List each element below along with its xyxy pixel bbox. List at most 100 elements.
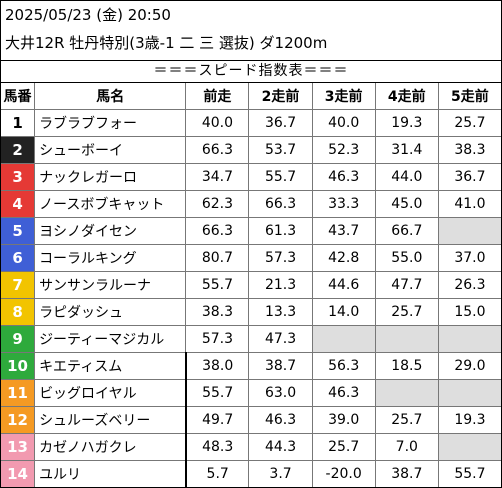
speed-index-cell: 13.3 — [248, 298, 313, 326]
col-header-prev2: 2走前 — [248, 83, 313, 110]
horse-number: 12 — [1, 406, 36, 434]
speed-index-cell: 56.3 — [311, 352, 376, 380]
speed-index-cell: 57.3 — [248, 244, 313, 272]
race-datetime: 2025/05/23 (金) 20:50 — [5, 6, 171, 24]
speed-index-cell: 40.0 — [185, 109, 250, 137]
speed-index-cell: 38.7 — [248, 352, 313, 380]
speed-index-cell: 46.3 — [311, 379, 376, 407]
speed-index-cell: 40.0 — [311, 109, 376, 137]
horse-name: ラブラブフォー — [34, 109, 187, 137]
speed-index-cell: 38.3 — [437, 136, 501, 164]
horse-name: シューボーイ — [34, 136, 187, 164]
header-row: 馬番 馬名 前走 2走前 3走前 4走前 5走前 — [1, 83, 501, 110]
speed-index-cell: 53.7 — [248, 136, 313, 164]
horse-number: 6 — [1, 244, 36, 272]
horse-name: ユルリ — [34, 460, 187, 487]
speed-index-cell: 47.3 — [248, 325, 313, 353]
speed-index-cell: 63.0 — [248, 379, 313, 407]
speed-index-cell — [437, 379, 501, 407]
col-header-prev3: 3走前 — [311, 83, 376, 110]
speed-index-cell: 55.7 — [248, 163, 313, 191]
horse-number: 1 — [1, 109, 36, 137]
table-row: 2 シューボーイ 66.3 53.7 52.3 31.4 38.3 — [1, 136, 501, 164]
horse-number: 11 — [1, 379, 36, 407]
horse-number: 8 — [1, 298, 36, 326]
horse-number: 9 — [1, 325, 36, 353]
table-row: 13 カゼノハガクレ 48.3 44.3 25.7 7.0 — [1, 433, 501, 461]
speed-index-cell: 66.3 — [248, 190, 313, 218]
speed-index-cell: 26.3 — [437, 271, 501, 299]
table-row: 8 ラピダッシュ 38.3 13.3 14.0 25.7 15.0 — [1, 298, 501, 326]
horse-number: 3 — [1, 163, 36, 191]
horse-name: カゼノハガクレ — [34, 433, 187, 461]
speed-index-cell: 44.3 — [248, 433, 313, 461]
speed-index-cell: 18.5 — [374, 352, 439, 380]
speed-index-cell: 36.7 — [437, 163, 501, 191]
horse-number: 13 — [1, 433, 36, 461]
speed-index-cell: 47.7 — [374, 271, 439, 299]
race-title: 大井12R 牡丹特別(3歳-1 二 三 選抜) ダ1200m — [5, 34, 328, 52]
speed-index-cell — [311, 325, 376, 353]
speed-index-cell — [437, 433, 501, 461]
speed-index-cell: 44.6 — [311, 271, 376, 299]
horse-name: ヨシノダイセン — [34, 217, 187, 245]
speed-index-cell: 48.3 — [184, 433, 250, 461]
speed-index-cell: 19.3 — [437, 406, 501, 434]
speed-index-cell: 61.3 — [248, 217, 313, 245]
speed-index-cell — [374, 325, 439, 353]
speed-index-cell: 38.0 — [184, 352, 250, 380]
speed-index-cell — [374, 379, 439, 407]
speed-index-cell: 29.0 — [437, 352, 501, 380]
speed-index-cell: 19.3 — [374, 109, 439, 137]
speed-index-cell: 14.0 — [311, 298, 376, 326]
speed-index-cell: 62.3 — [185, 190, 250, 218]
horse-name: サンサンラルーナ — [34, 271, 187, 299]
table-row: 12 シュルーズベリー 49.7 46.3 39.0 25.7 19.3 — [1, 406, 501, 434]
col-header-number: 馬番 — [1, 83, 36, 110]
speed-index-cell — [437, 325, 501, 353]
speed-index-cell: 55.7 — [437, 460, 501, 487]
speed-index-cell: 39.0 — [311, 406, 376, 434]
horse-name: ノースボブキャット — [34, 190, 187, 218]
table-row: 11 ビッグロイヤル 55.7 63.0 46.3 — [1, 379, 501, 407]
table-row: 4 ノースボブキャット 62.3 66.3 33.3 45.0 41.0 — [1, 190, 501, 218]
horse-number: 10 — [1, 352, 36, 380]
speed-index-cell: 34.7 — [185, 163, 250, 191]
horse-name: コーラルキング — [34, 244, 187, 272]
horse-name: ラピダッシュ — [34, 298, 187, 326]
col-header-prev5: 5走前 — [437, 83, 501, 110]
speed-index-cell: 41.0 — [437, 190, 501, 218]
speed-index-cell: 5.7 — [184, 460, 250, 487]
speed-index-cell: 15.0 — [437, 298, 501, 326]
table-row: 5 ヨシノダイセン 66.3 61.3 43.7 66.7 — [1, 217, 501, 245]
horse-number: 2 — [1, 136, 36, 164]
table-row: 7 サンサンラルーナ 55.7 21.3 44.6 47.7 26.3 — [1, 271, 501, 299]
speed-index-cell: 33.3 — [311, 190, 376, 218]
col-header-prev1: 前走 — [185, 83, 250, 110]
col-header-prev4: 4走前 — [374, 83, 439, 110]
horse-name: ジーティーマジカル — [34, 325, 187, 353]
horse-name: ナックレガーロ — [34, 163, 187, 191]
table-row: 9 ジーティーマジカル 57.3 47.3 — [1, 325, 501, 353]
speed-index-cell: 46.3 — [248, 406, 313, 434]
speed-index-cell: 55.7 — [185, 271, 250, 299]
speed-index-cell: -20.0 — [311, 460, 376, 487]
speed-index-cell: 25.7 — [311, 433, 376, 461]
speed-index-cell: 38.7 — [374, 460, 439, 487]
speed-index-cell: 38.3 — [185, 298, 250, 326]
speed-index-cell — [437, 217, 501, 245]
table-row: 3 ナックレガーロ 34.7 55.7 46.3 44.0 36.7 — [1, 163, 501, 191]
speed-index-cell: 55.0 — [374, 244, 439, 272]
horse-number: 7 — [1, 271, 36, 299]
speed-index-cell: 55.7 — [184, 379, 250, 407]
speed-index-cell: 25.7 — [374, 406, 439, 434]
horse-number: 5 — [1, 217, 36, 245]
table-banner: ＝＝＝スピード指数表＝＝＝ — [1, 60, 501, 83]
horse-number: 4 — [1, 190, 36, 218]
speed-index-cell: 45.0 — [374, 190, 439, 218]
horse-name: ビッグロイヤル — [34, 379, 187, 407]
speed-index-cell: 49.7 — [184, 406, 250, 434]
speed-index-cell: 44.0 — [374, 163, 439, 191]
table-row: 14 ユルリ 5.7 3.7 -20.0 38.7 55.7 — [1, 460, 501, 487]
